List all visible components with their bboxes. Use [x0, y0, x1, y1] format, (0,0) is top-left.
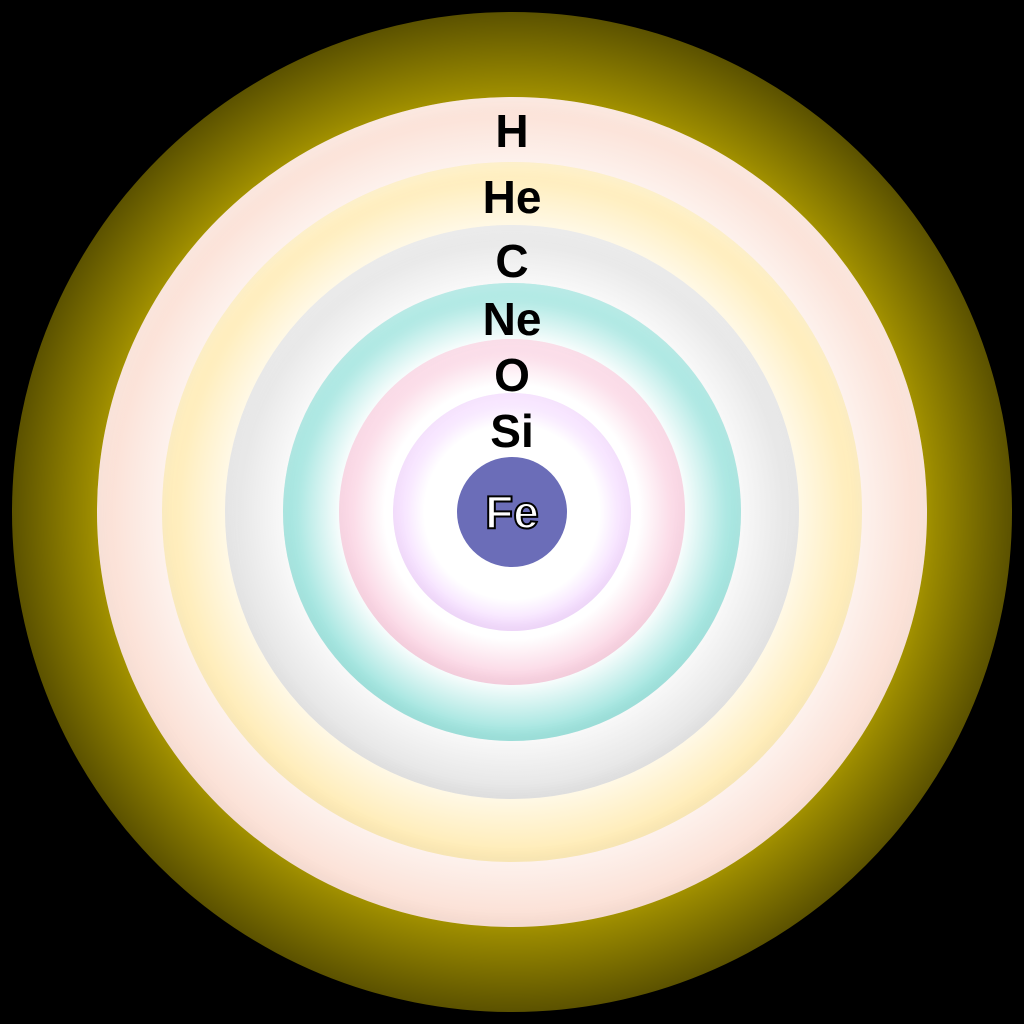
label-si: Si: [490, 408, 533, 454]
label-fe: Fe: [485, 489, 539, 535]
label-ne: Ne: [483, 296, 542, 342]
label-c: C: [495, 238, 528, 284]
label-he: He: [483, 174, 542, 220]
label-o: O: [494, 352, 530, 398]
label-h: H: [495, 108, 528, 154]
